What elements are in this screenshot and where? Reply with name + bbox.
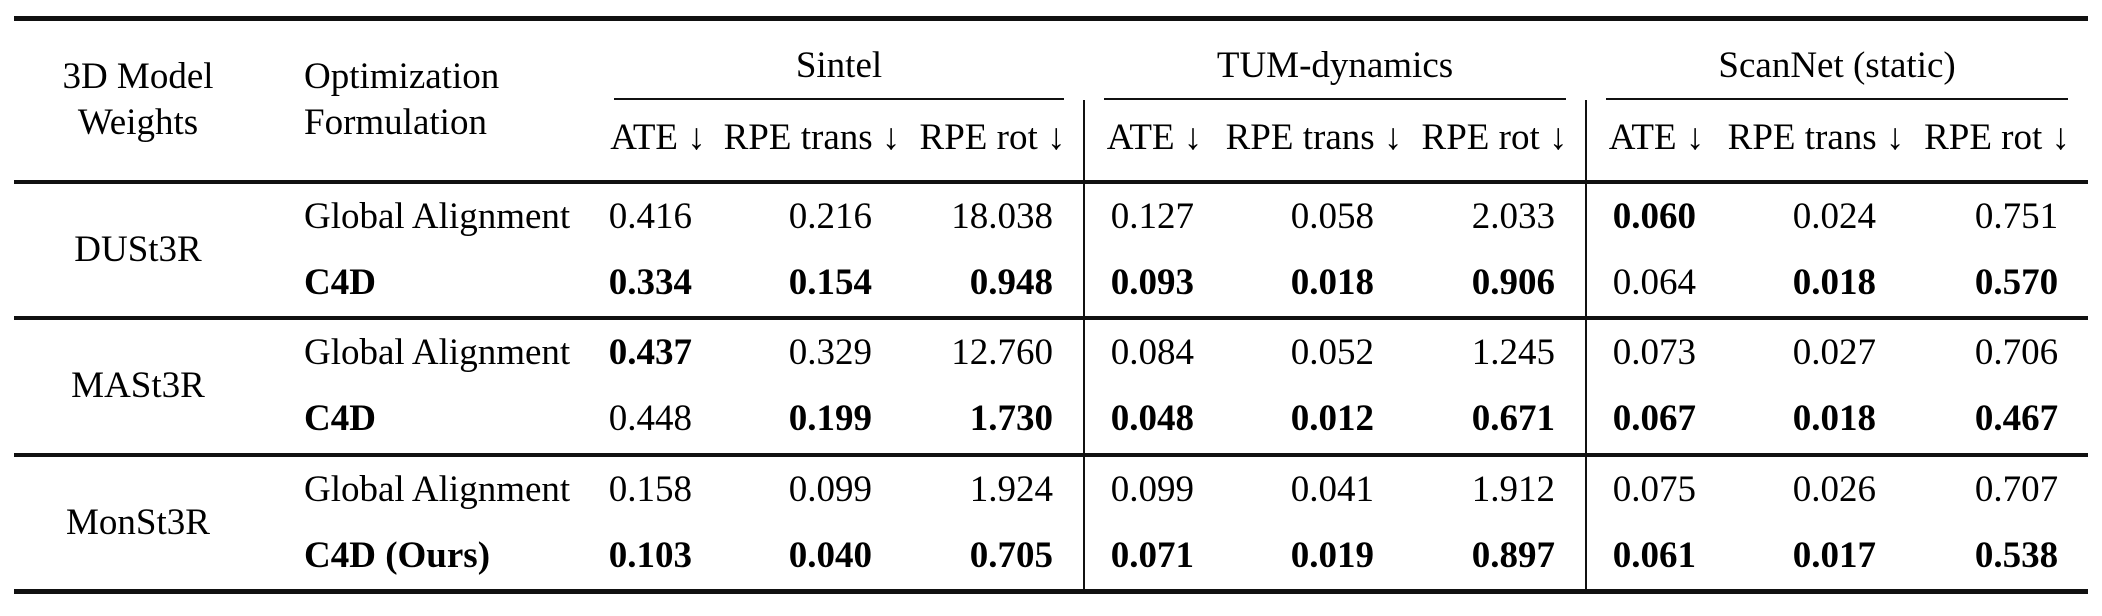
metric-header-tum-rpe-trans: RPE trans ↓ <box>1225 117 1403 159</box>
dataset-name-underline: TUM-dynamics <box>1104 43 1567 101</box>
metric-value: 0.012 <box>1290 398 1375 440</box>
metric-value: 0.061 <box>1585 522 1727 592</box>
metric-value: 0.099 <box>788 468 872 510</box>
metric-value: 2.033 <box>1471 195 1556 237</box>
metric-header-scannet-ate: ATE ↓ <box>1585 100 1727 182</box>
metric-value: 0.158 <box>608 468 692 510</box>
metric-value: 0.467 <box>1974 398 2059 440</box>
metric-value: 0.570 <box>1974 261 2059 303</box>
model-name: DUSt3R <box>74 228 202 270</box>
metric-value: 0.027 <box>1792 332 1877 373</box>
table-row: C4D 0.448 0.199 1.730 0.048 0.012 0.671 0.067 0.… <box>14 386 2088 455</box>
formulation-label: C4D <box>304 261 376 303</box>
metric-value: 0.060 <box>1585 181 1727 250</box>
metric-value: 0.437 <box>608 332 692 373</box>
metric-header-sintel-rpe-rot: RPE rot ↓ <box>919 117 1066 159</box>
model-block-dust3r: DUSt3R Global Alignment 0.416 0.216 18.038 0.… <box>14 181 2089 318</box>
metric-value: 0.334 <box>608 261 692 303</box>
metric-value: 0.084 <box>1083 318 1225 387</box>
metric-value: 0.906 <box>1471 261 1556 303</box>
table-row: DUSt3R Global Alignment 0.416 0.216 18.038 0.… <box>14 181 2088 270</box>
dataset-name-underline: Sintel <box>614 43 1065 101</box>
metric-header-scannet-rpe-trans: RPE trans ↓ <box>1727 117 1905 159</box>
metric-value: 0.040 <box>788 534 872 576</box>
metric-value: 18.038 <box>951 195 1054 237</box>
table-row: MASt3R Global Alignment 0.437 0.329 12.760 0.… <box>14 318 2088 406</box>
metric-value: 0.024 <box>1792 195 1877 237</box>
metric-value: 0.897 <box>1471 534 1556 576</box>
metric-value: 0.705 <box>969 534 1054 576</box>
table-header: 3D Model Weights Optimization Formulatio… <box>14 19 2089 182</box>
metric-value: 0.538 <box>1974 534 2059 576</box>
metric-value: 1.924 <box>969 468 1054 510</box>
dataset-header-tum-dynamics: TUM-dynamics <box>1084 19 1586 101</box>
metric-value: 0.216 <box>788 195 872 237</box>
model-name: MASt3R <box>71 365 205 407</box>
metric-header-scannet-rpe-rot: RPE rot ↓ <box>1924 117 2071 159</box>
dataset-name-scannet: ScanNet (static) <box>1718 45 1956 86</box>
metric-value: 0.052 <box>1290 332 1375 373</box>
metric-value: 0.018 <box>1792 398 1877 440</box>
metric-value: 12.760 <box>951 332 1054 373</box>
metric-header-tum-ate: ATE ↓ <box>1083 100 1225 182</box>
metric-value: 0.448 <box>608 398 692 440</box>
metric-value: 0.154 <box>788 261 872 303</box>
metric-value: 0.671 <box>1471 398 1556 440</box>
metric-value: 0.073 <box>1585 318 1727 387</box>
table-row: C4D 0.334 0.154 0.948 0.093 0.018 0.906 0.064 0.… <box>14 249 2088 318</box>
model-name: MonSt3R <box>66 501 210 543</box>
metric-header-row: ATE ↓ RPE trans ↓ RPE rot ↓ ATE ↓ RPE tr… <box>14 100 2088 182</box>
formulation-label: Global Alignment <box>304 468 571 510</box>
model-block-monst3r: MonSt3R Global Alignment 0.158 0.099 1.924 0.… <box>14 454 2089 592</box>
metric-value: 0.041 <box>1290 468 1375 510</box>
col-header-model-weights: 3D Model Weights <box>62 56 214 144</box>
metric-header-tum-rpe-rot: RPE rot ↓ <box>1421 117 1568 159</box>
dataset-name-sintel: Sintel <box>795 45 883 86</box>
results-table: 3D Model Weights Optimization Formulatio… <box>14 16 2089 594</box>
metric-value: 0.058 <box>1290 195 1375 237</box>
metric-value: 1.730 <box>969 398 1054 440</box>
metric-value: 0.103 <box>608 534 692 576</box>
metric-value: 0.707 <box>1974 468 2059 510</box>
metric-value: 0.071 <box>1083 522 1225 592</box>
metric-value: 0.075 <box>1585 454 1727 523</box>
dataset-name-tum-dynamics: TUM-dynamics <box>1216 45 1454 86</box>
dataset-header-row: 3D Model Weights Optimization Formulatio… <box>14 19 2088 143</box>
metric-header-sintel-rpe-trans: RPE trans ↓ <box>723 117 901 159</box>
formulation-label: C4D <box>304 398 376 440</box>
metric-value: 0.093 <box>1083 249 1225 318</box>
model-block-mast3r: MASt3R Global Alignment 0.437 0.329 12.760 0.… <box>14 318 2089 455</box>
metric-value: 1.912 <box>1471 468 1556 510</box>
metric-value: 1.245 <box>1471 332 1556 373</box>
formulation-label: C4D (Ours) <box>304 534 491 576</box>
metric-value: 0.199 <box>788 398 872 440</box>
metric-value: 0.018 <box>1792 261 1877 303</box>
metric-value: 0.948 <box>969 261 1054 303</box>
metric-value: 0.048 <box>1083 386 1225 455</box>
metric-value: 0.067 <box>1585 386 1727 455</box>
metric-value: 0.018 <box>1290 261 1375 303</box>
metric-value: 0.026 <box>1792 468 1877 510</box>
dataset-name-underline: ScanNet (static) <box>1606 43 2069 101</box>
dataset-header-scannet: ScanNet (static) <box>1586 19 2088 101</box>
metric-value: 0.751 <box>1974 195 2059 237</box>
metric-value: 0.329 <box>788 332 872 373</box>
formulation-label: Global Alignment <box>304 195 571 237</box>
metric-value: 0.416 <box>608 195 692 237</box>
col-header-optimization-formulation: Optimization Formulation <box>304 56 500 144</box>
metric-value: 0.019 <box>1290 534 1375 576</box>
metric-value: 0.127 <box>1083 181 1225 250</box>
metric-value: 0.064 <box>1585 249 1727 318</box>
table-row: C4D (Ours) 0.103 0.040 0.705 0.071 0.019 0.897… <box>14 522 2088 592</box>
metric-value: 0.017 <box>1792 534 1877 576</box>
formulation-label: Global Alignment <box>304 332 571 373</box>
dataset-header-sintel: Sintel <box>594 19 1084 101</box>
metric-value: 0.706 <box>1974 332 2059 373</box>
metric-value: 0.099 <box>1083 454 1225 523</box>
metric-header-sintel-ate: ATE ↓ <box>610 117 706 159</box>
table-row: MonSt3R Global Alignment 0.158 0.099 1.924 0.… <box>14 454 2088 543</box>
